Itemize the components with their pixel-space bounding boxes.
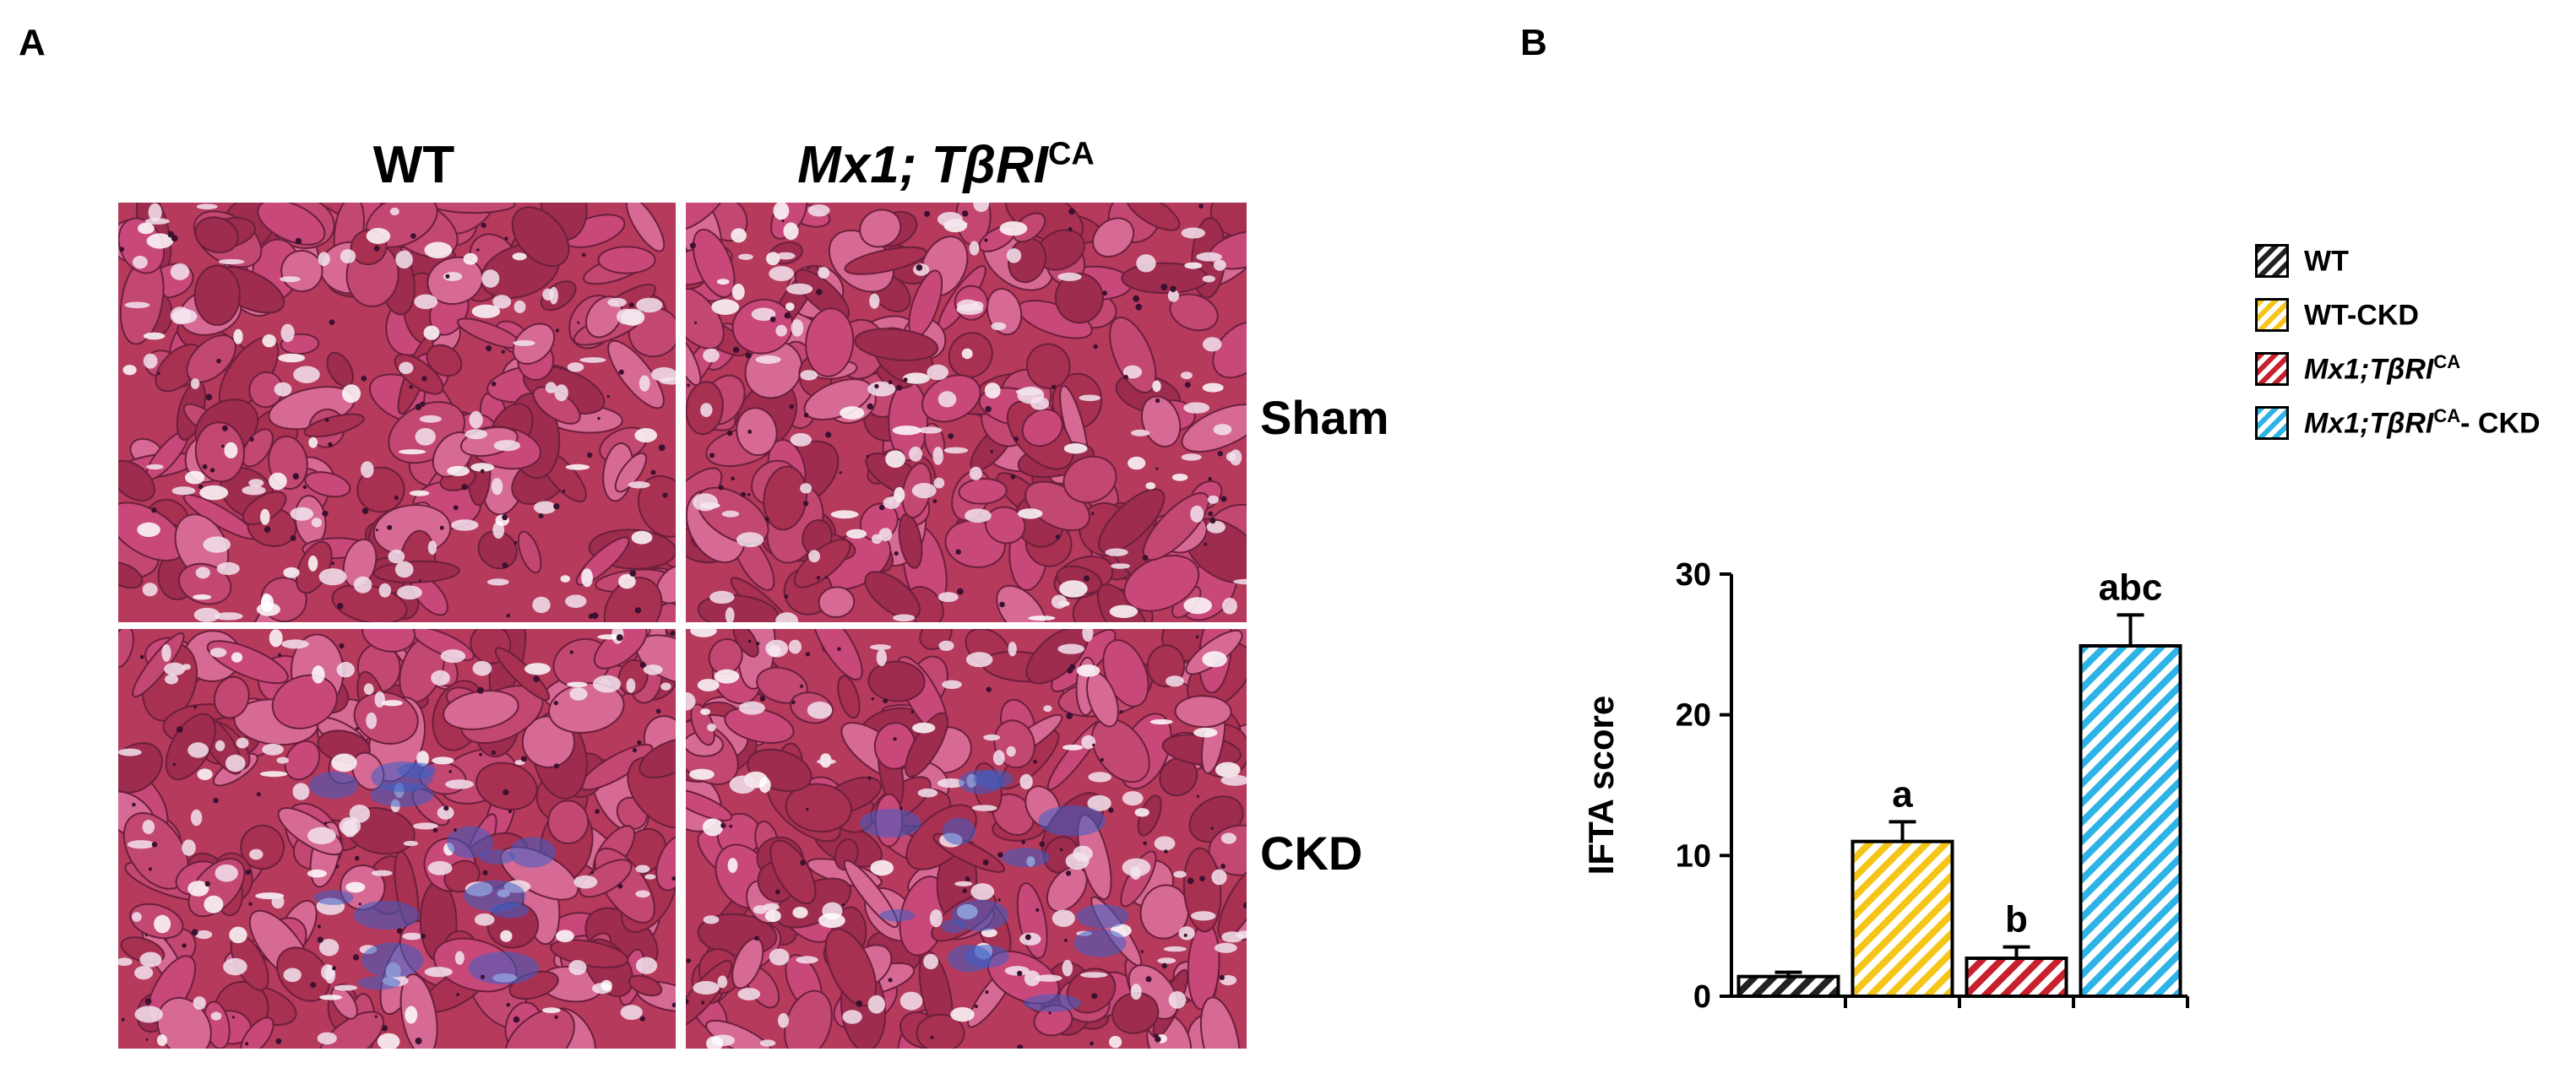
legend-label: WT — [2304, 245, 2349, 278]
legend-swatch-mx1 — [2255, 352, 2289, 386]
y-tick-label: 30 — [1676, 557, 1711, 593]
y-axis-label: IFTA score — [1581, 696, 1621, 875]
chart-legend: WT WT-CKD Mx1;TβRICA Mx1;TβRICA- CKD — [2255, 238, 2541, 454]
micrograph-wt-ckd — [118, 629, 676, 1049]
bar — [1850, 839, 1954, 998]
column-header-mx1-sup: CA — [1047, 136, 1095, 172]
column-header-wt: WT — [144, 135, 684, 195]
y-tick-label: 0 — [1693, 979, 1711, 1015]
legend-swatch-wt — [2255, 244, 2289, 278]
bar — [1965, 957, 2068, 998]
legend-item: Mx1;TβRICA — [2255, 346, 2541, 392]
row-label-ckd: CKD — [1260, 827, 1363, 880]
bar — [1736, 974, 1840, 999]
y-tick-label: 10 — [1676, 838, 1711, 874]
legend-item: WT-CKD — [2255, 292, 2541, 338]
legend-label: Mx1;TβRICA — [2304, 351, 2461, 386]
legend-item: Mx1;TβRICA- CKD — [2255, 400, 2541, 446]
legend-label: WT-CKD — [2304, 299, 2419, 332]
micrograph-wt-sham — [118, 203, 676, 622]
panel-letter-b: B — [1520, 22, 1547, 63]
bar-annotation: b — [2005, 899, 2028, 941]
bar — [2079, 644, 2182, 998]
panel-letter-a: A — [19, 22, 46, 63]
row-label-sham: Sham — [1260, 391, 1389, 444]
legend-label: Mx1;TβRICA- CKD — [2304, 405, 2541, 440]
legend-item: WT — [2255, 238, 2541, 284]
y-tick-label: 20 — [1676, 698, 1711, 734]
column-header-mx1-italic: Mx1; TβRI — [797, 136, 1048, 194]
micrograph-mx1-ckd — [686, 629, 1247, 1049]
legend-swatch-mx1-ckd — [2255, 406, 2289, 440]
column-header-wt-text: WT — [372, 136, 455, 194]
ifta-bar-chart: 0 10 20 30 IFTA score a b abc — [1581, 557, 2189, 1015]
column-header-mx1: Mx1; TβRICA — [676, 135, 1216, 195]
bar-annotation: abc — [2099, 567, 2163, 608]
legend-swatch-wt-ckd — [2255, 298, 2289, 332]
micrograph-mx1-sham — [686, 203, 1247, 622]
bar-annotation: a — [1892, 773, 1913, 815]
